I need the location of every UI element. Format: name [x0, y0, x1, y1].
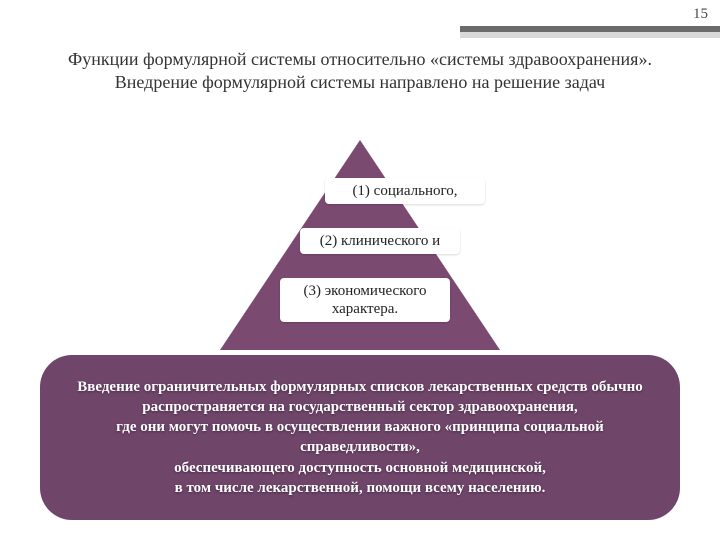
pyramid-band-3: (3) экономического характера. [280, 278, 450, 322]
pyramid: (1) социального, (2) клинического и (3) эк… [220, 140, 500, 350]
pyramid-band-1: (1) социального, [325, 178, 485, 204]
callout-box: Введение ограничительных формулярных спи… [40, 355, 680, 521]
page-title: Функции формулярной системы относительно… [40, 48, 680, 95]
pyramid-band-2: (2) клинического и [300, 228, 460, 254]
page-number: 15 [693, 6, 708, 23]
decor-bar-light [460, 32, 720, 38]
